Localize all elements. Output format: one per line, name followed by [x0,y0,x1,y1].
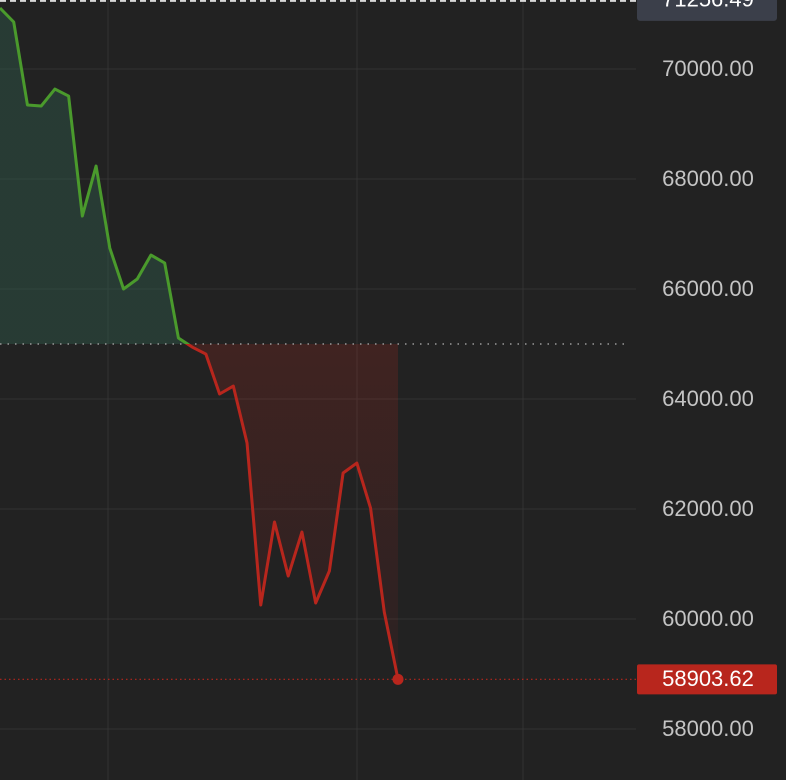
y-tick-label: 68000.00 [662,166,754,191]
y-tick-label: 66000.00 [662,276,754,301]
y-tick-label: 64000.00 [662,386,754,411]
area [0,8,398,680]
marker-label: 71256.49 [662,0,754,12]
last-point [392,673,404,685]
marker-box [637,0,777,21]
y-tick-label: 58000.00 [662,716,754,741]
y-tick-label: 62000.00 [662,496,754,521]
y-tick-label: 70000.00 [662,56,754,81]
last-price-box [637,664,777,695]
y-tick-label: 60000.00 [662,606,754,631]
price-line [0,6,400,680]
last-price-label: 58903.62 [662,666,754,691]
